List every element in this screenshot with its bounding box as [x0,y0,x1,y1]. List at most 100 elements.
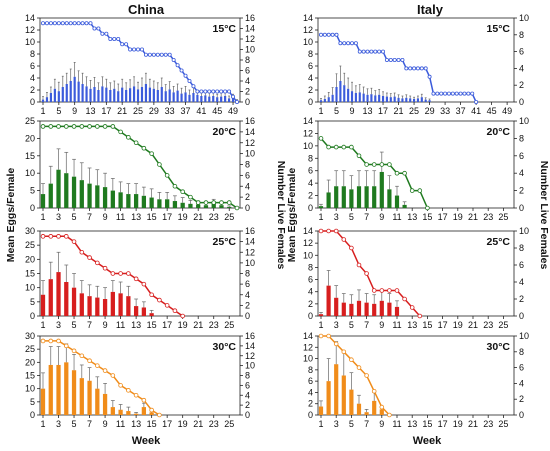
c3-xtick-label: 21 [193,419,203,429]
c2-xtick-label: 19 [178,320,188,330]
c4-live-point [423,66,428,71]
c2-ytick-label: 15 [25,269,35,279]
c0-ytick-label: 2 [30,85,35,95]
c0-xtick-label: 33 [165,106,175,116]
c5-y2tick-label: 10 [519,116,529,126]
c6-ytick-label: 14 [303,226,313,236]
c0-xtick-label: 41 [196,106,206,116]
c4-xtick-label: 49 [502,106,512,116]
c4-bar [416,98,420,102]
c2-y2tick-label: 8 [245,269,250,279]
c3-bar [95,388,100,415]
c2-live-point [102,265,108,271]
c5-y2tick-label: 8 [519,133,524,143]
c4-bar [420,97,423,102]
c7-xtick-label: 25 [498,419,508,429]
c4-live-point [377,49,382,54]
c7-xtick-label: 5 [349,419,354,429]
c2-live-point [95,260,100,266]
c0-bar [180,93,183,102]
c5-ytick-label: 6 [308,166,313,176]
c5-bar [341,186,346,208]
c1-bar [165,199,170,208]
c1-bar [227,206,232,208]
c0-live-point [215,89,220,94]
c7-ytick-label: 0 [308,410,313,420]
c0-live-point [96,26,101,31]
c3-live-point [126,388,131,393]
c2-xtick-label: 1 [40,320,45,330]
c7-y2tick-label: 6 [519,363,524,373]
c4-ytick-label: 4 [308,73,313,83]
c3-bar [149,412,154,415]
c1-xtick-label: 19 [178,212,188,222]
c4-live-point [326,32,331,37]
c2-bar [87,296,92,316]
c0-live-point [227,89,232,94]
c4-live-point [373,49,378,54]
c0-live-point [223,89,228,94]
c7-live-point [318,333,324,339]
c2-ytick-label: 10 [25,283,35,293]
c6-xtick-label: 7 [364,320,369,330]
c2-bar [95,297,100,316]
c2-xtick-label: 23 [209,320,219,330]
c1-bar [196,204,201,208]
c5-live-point [333,144,339,150]
c1-bar [157,199,162,208]
c4-live-point [435,91,440,96]
c4-live-point [450,91,455,96]
c0-bar [105,87,108,102]
c0-y2tick-label: 8 [245,55,250,65]
c1-ytick-label: 5 [30,186,35,196]
c5-frame [317,120,515,209]
c1-bar [203,205,209,208]
c1-y2tick-label: 6 [245,170,250,180]
c5-live-point [356,153,362,159]
c2-live-point [157,297,162,303]
c0-bar [41,99,45,102]
c5-y2tick-label: 4 [519,168,524,178]
c4-y2tick-label: 4 [519,63,524,73]
c2-xtick-label: 17 [162,320,172,330]
c7-ytick-label: 12 [303,342,313,352]
c3-live-point [95,363,100,368]
c0-live-point [191,84,196,89]
c4-ytick-label: 6 [308,61,313,71]
c2-xtick-label: 9 [103,320,108,330]
c2-ytick-label: 5 [30,297,35,307]
c4-xtick-label: 37 [456,106,466,116]
c2-bar [102,299,108,316]
c4-xtick-label: 25 [409,106,419,116]
c4-bar [335,87,338,102]
c1-temp-label: 20°C [213,126,237,138]
c0-live-point [41,21,46,26]
c0-bar [231,97,235,102]
c2-live-point [79,249,85,255]
c3-ytick-label: 30 [25,331,35,341]
c0-xtick-label: 13 [86,106,96,116]
c2-y2tick-label: 4 [245,290,250,300]
c5-bar [402,204,407,208]
c2-ytick-label: 30 [25,226,35,236]
c6-xtick-label: 19 [453,320,463,330]
c1-live-point [211,200,217,205]
c7-y2tick-label: 0 [519,410,524,420]
c7-frame [317,335,515,416]
c4-bar [339,81,342,102]
c3-xtick-label: 13 [131,419,141,429]
c5-bar [372,186,377,208]
c1-live-point [71,124,77,129]
c7-ytick-label: 2 [308,399,313,409]
c0-live-point [68,21,73,26]
c1-y2tick-label: 8 [245,160,250,170]
c1-xtick-label: 17 [162,212,172,222]
c6-xtick-label: 17 [438,320,448,330]
c7-live-point [356,365,362,370]
c1-xtick-label: 7 [87,212,92,222]
c0-bar [57,91,60,102]
c6-bar [326,285,331,316]
c0-xtick-label: 25 [133,106,143,116]
